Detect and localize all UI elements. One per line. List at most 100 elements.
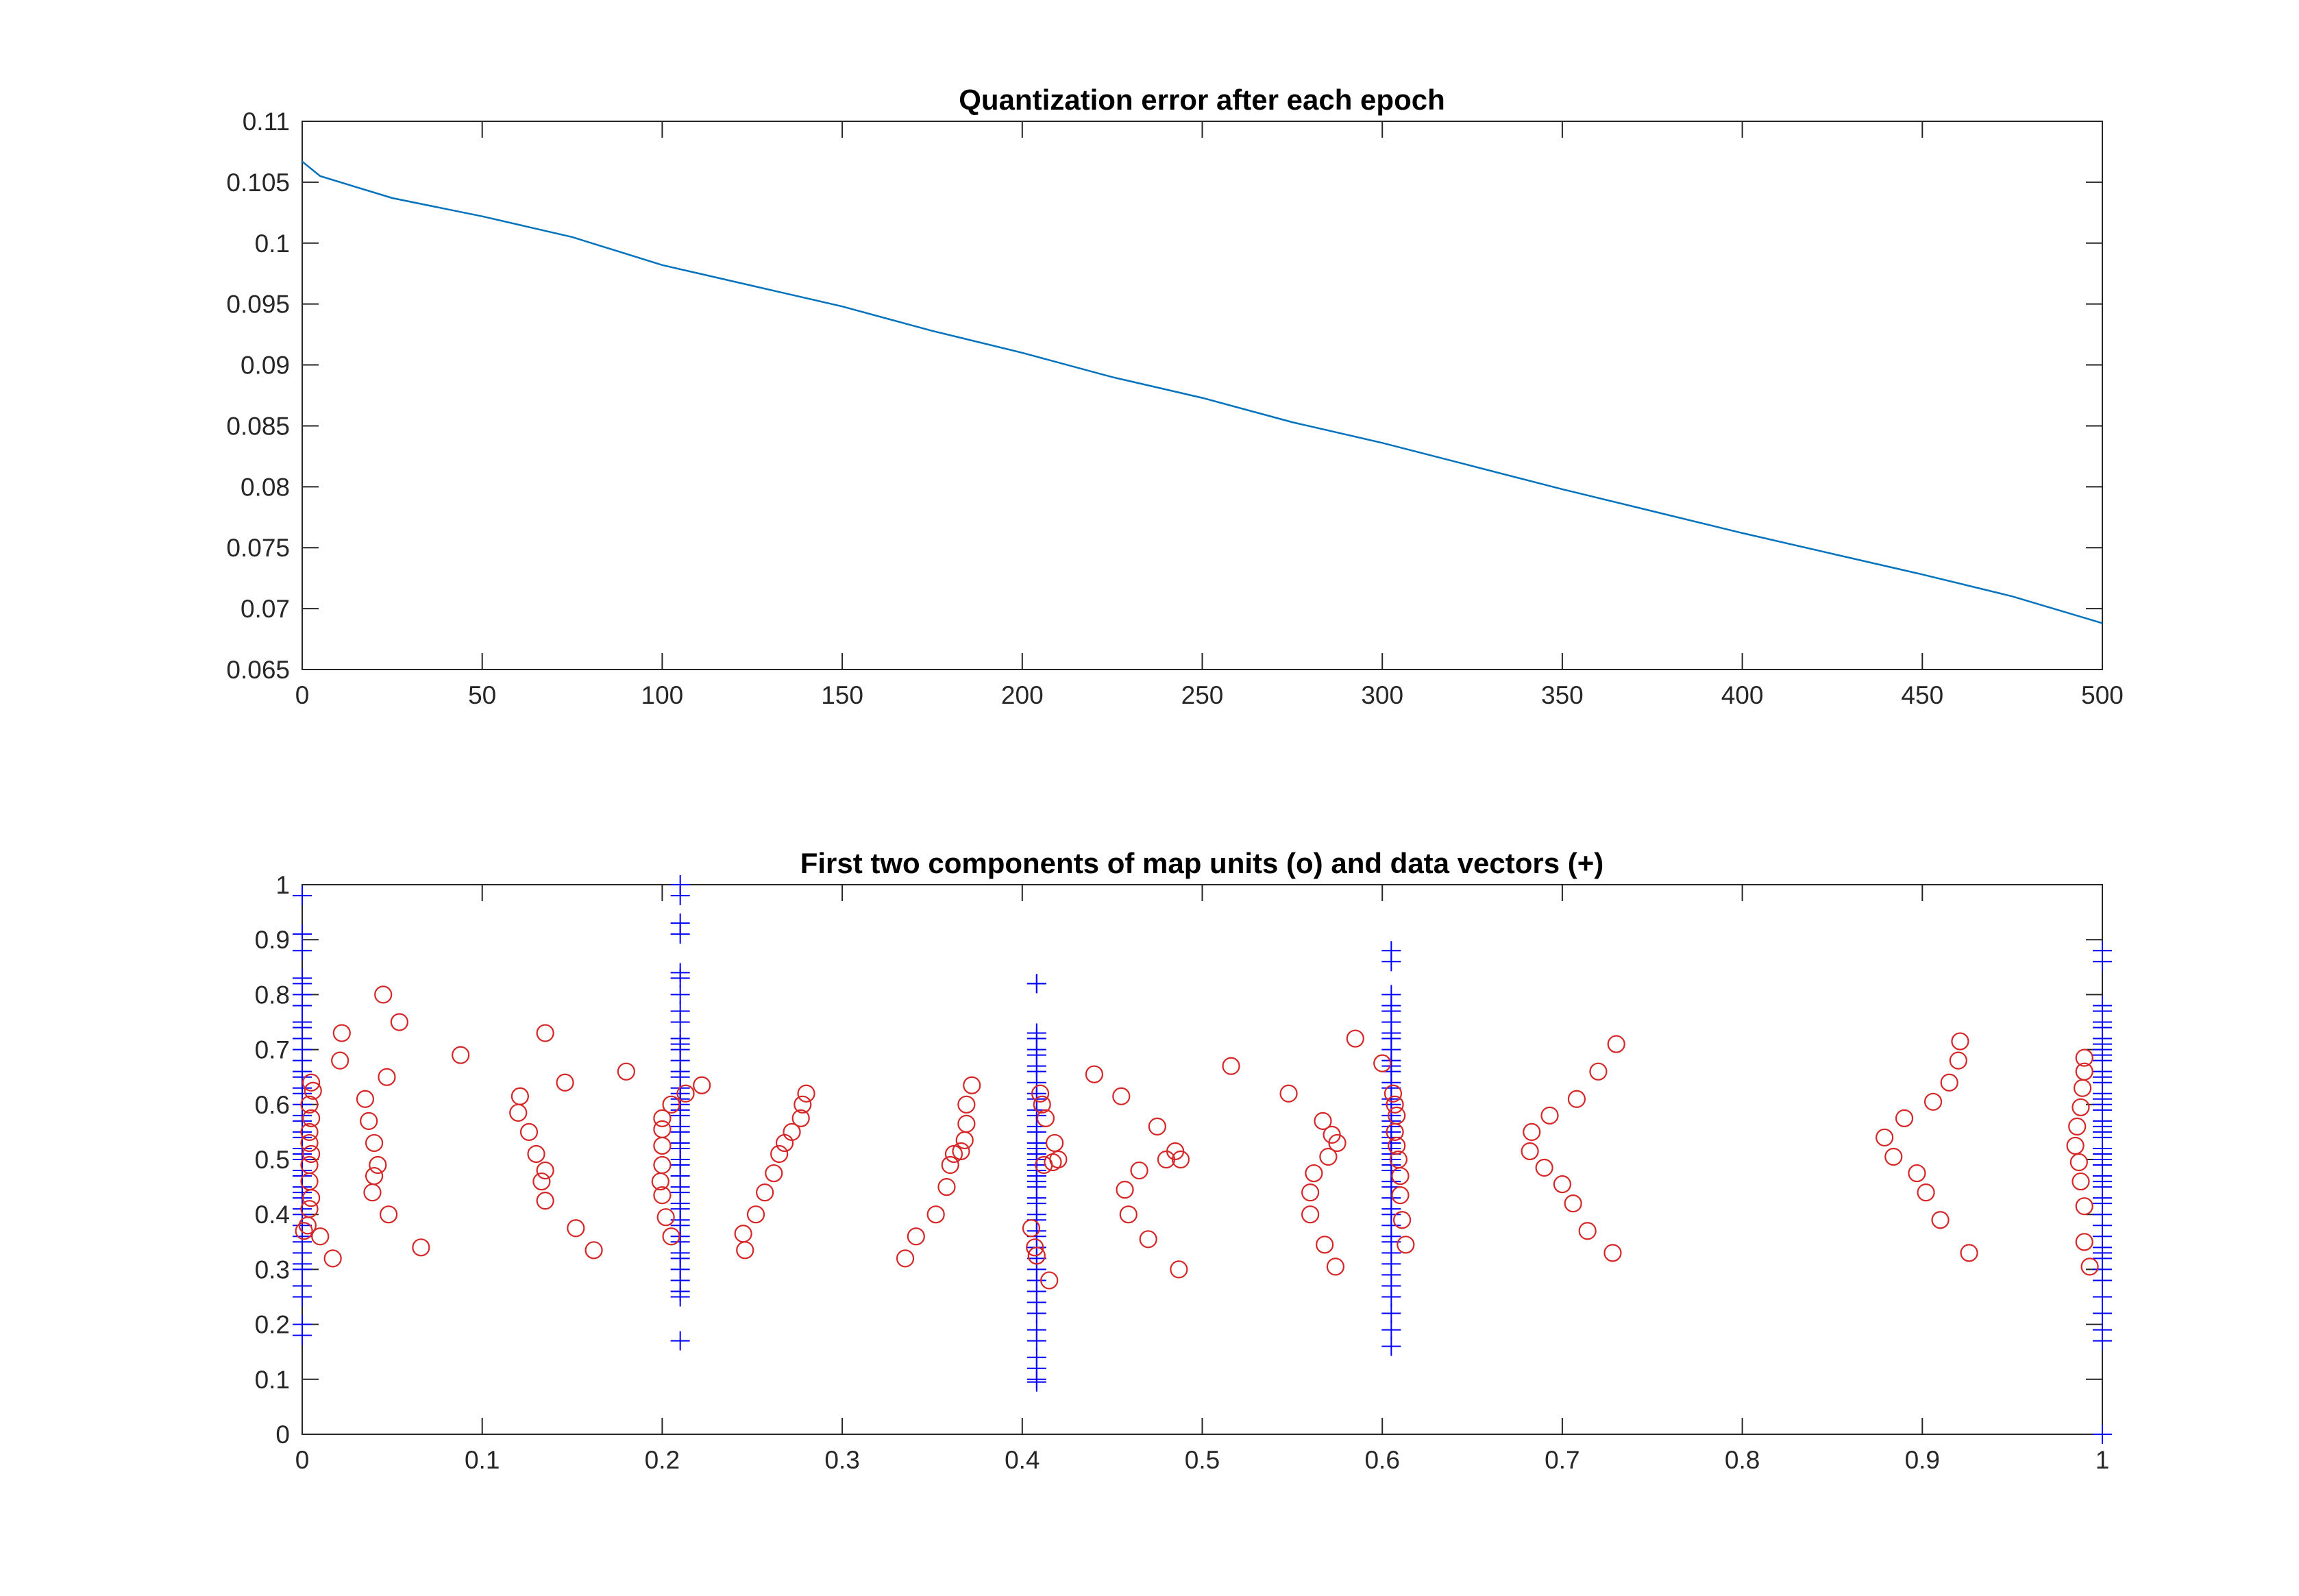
x-tick-label: 0 [295,681,310,709]
y-tick-label: 0.9 [255,926,290,954]
map-unit-marker [536,1161,554,1180]
map-unit-marker [509,1103,528,1122]
x-tick-label: 0.4 [1005,1446,1040,1474]
map-unit-marker [1119,1205,1138,1224]
map-unit-marker [374,985,393,1004]
map-unit-marker [1130,1161,1148,1180]
map-unit-marker [662,1095,680,1114]
map-unit-marker [941,1155,959,1175]
data-vector-marker [670,924,690,944]
map-unit-marker [1564,1194,1582,1213]
map-unit-marker [617,1062,635,1081]
map-unit-marker [304,1081,322,1100]
map-unit-marker [1301,1205,1320,1224]
map-unit-marker [1305,1164,1323,1183]
map-unit-marker [363,1183,382,1202]
map-unit-marker [1222,1057,1240,1075]
map-unit-marker [1026,1238,1044,1257]
map-unit-marker [1917,1183,1935,1202]
map-unit-marker [1085,1065,1103,1083]
y-tick-label: 0.07 [241,595,290,623]
map-unit-marker [2075,1197,2093,1216]
data-vector-marker [2093,1287,2112,1307]
y-tick-label: 0.085 [226,412,290,440]
x-tick-label: 0.3 [824,1446,859,1474]
map-unit-marker [300,1122,319,1142]
map-unit-marker [369,1155,387,1175]
map-unit-marker [511,1087,529,1105]
data-vector-marker [670,985,690,1005]
map-unit-marker [1535,1158,1553,1177]
data-vector-marker [2093,1331,2112,1351]
map-unit-marker [1040,1271,1059,1290]
map-unit-marker [1022,1219,1041,1238]
map-unit-marker [1386,1095,1404,1114]
x-tick-label: 100 [641,681,684,709]
data-vector-marker [293,1260,312,1279]
map-unit-marker [2066,1136,2085,1155]
map-unit-marker [300,1133,319,1153]
map-unit-marker [653,1186,672,1205]
x-tick-label: 0.9 [1905,1446,1940,1474]
x-tick-label: 350 [1541,681,1584,709]
map-unit-marker [1540,1106,1559,1125]
map-unit-marker [2075,1062,2093,1081]
data-vector-marker [670,968,690,988]
map-unit-marker [1139,1230,1157,1249]
map-unit-marker [323,1249,342,1268]
map-unit-marker [1940,1073,1958,1092]
y-tick-label: 0.09 [241,352,290,380]
map-unit-marker [1908,1164,1926,1183]
map-unit-marker [452,1046,470,1064]
map-unit-marker [2069,1153,2088,1172]
y-tick-label: 0.065 [226,656,290,684]
map-unit-marker [693,1076,711,1094]
map-unit-marker [1033,1095,1051,1114]
data-vector-marker [1381,1320,1401,1340]
map-unit-marker [2071,1172,2090,1191]
map-unit-marker [412,1238,430,1257]
map-unit-marker [794,1095,812,1114]
map-unit-marker [1391,1166,1410,1186]
map-unit-marker [1170,1260,1188,1279]
map-unit-marker [1031,1084,1050,1103]
map-unit-marker [298,1216,317,1235]
x-tick-label: 0 [295,1446,310,1474]
x-tick-label: 50 [468,681,496,709]
map-unit-marker [1301,1183,1320,1202]
map-unit-marker [656,1208,675,1227]
x-tick-label: 1 [2095,1446,2110,1474]
y-tick-label: 0.075 [226,534,290,562]
map-unit-marker [937,1177,956,1196]
x-tick-label: 0.7 [1545,1446,1579,1474]
map-unit-marker [1521,1142,1539,1161]
map-unit-marker [567,1219,585,1238]
map-unit-marker [300,1095,319,1114]
data-vector-marker [2093,1303,2112,1323]
axes-box [302,121,2103,670]
data-vector-marker [293,1325,312,1345]
map-unit-marker [1951,1032,1969,1051]
data-vector-marker [1381,1336,1401,1356]
map-components-title: First two components of map units (o) an… [800,847,1604,879]
data-vector-marker [293,886,312,906]
data-vector-marker [670,886,690,906]
map-unit-marker [756,1183,774,1202]
quantization-error-axes: Quantization error after each epoch 0 50 1… [226,84,2123,709]
map-unit-marker [356,1090,375,1108]
map-unit-marker [1523,1122,1541,1142]
map-unit-marker [1171,1150,1190,1169]
data-vector-marker [1026,1331,1046,1351]
map-unit-marker [1384,1084,1403,1103]
map-unit-marker [797,1084,815,1103]
map-unit-marker [536,1024,554,1042]
y-tick-label: 0.7 [255,1036,290,1064]
data-vector-marker [293,941,312,961]
map-unit-marker [1386,1122,1404,1142]
map-unit-marker [926,1205,945,1224]
map-unit-marker [1607,1035,1625,1053]
map-unit-marker [360,1112,378,1130]
map-components-axes: First two components of map units (o) an… [255,847,2112,1474]
map-unit-marker [379,1205,398,1224]
y-tick-label: 0.3 [255,1255,290,1284]
